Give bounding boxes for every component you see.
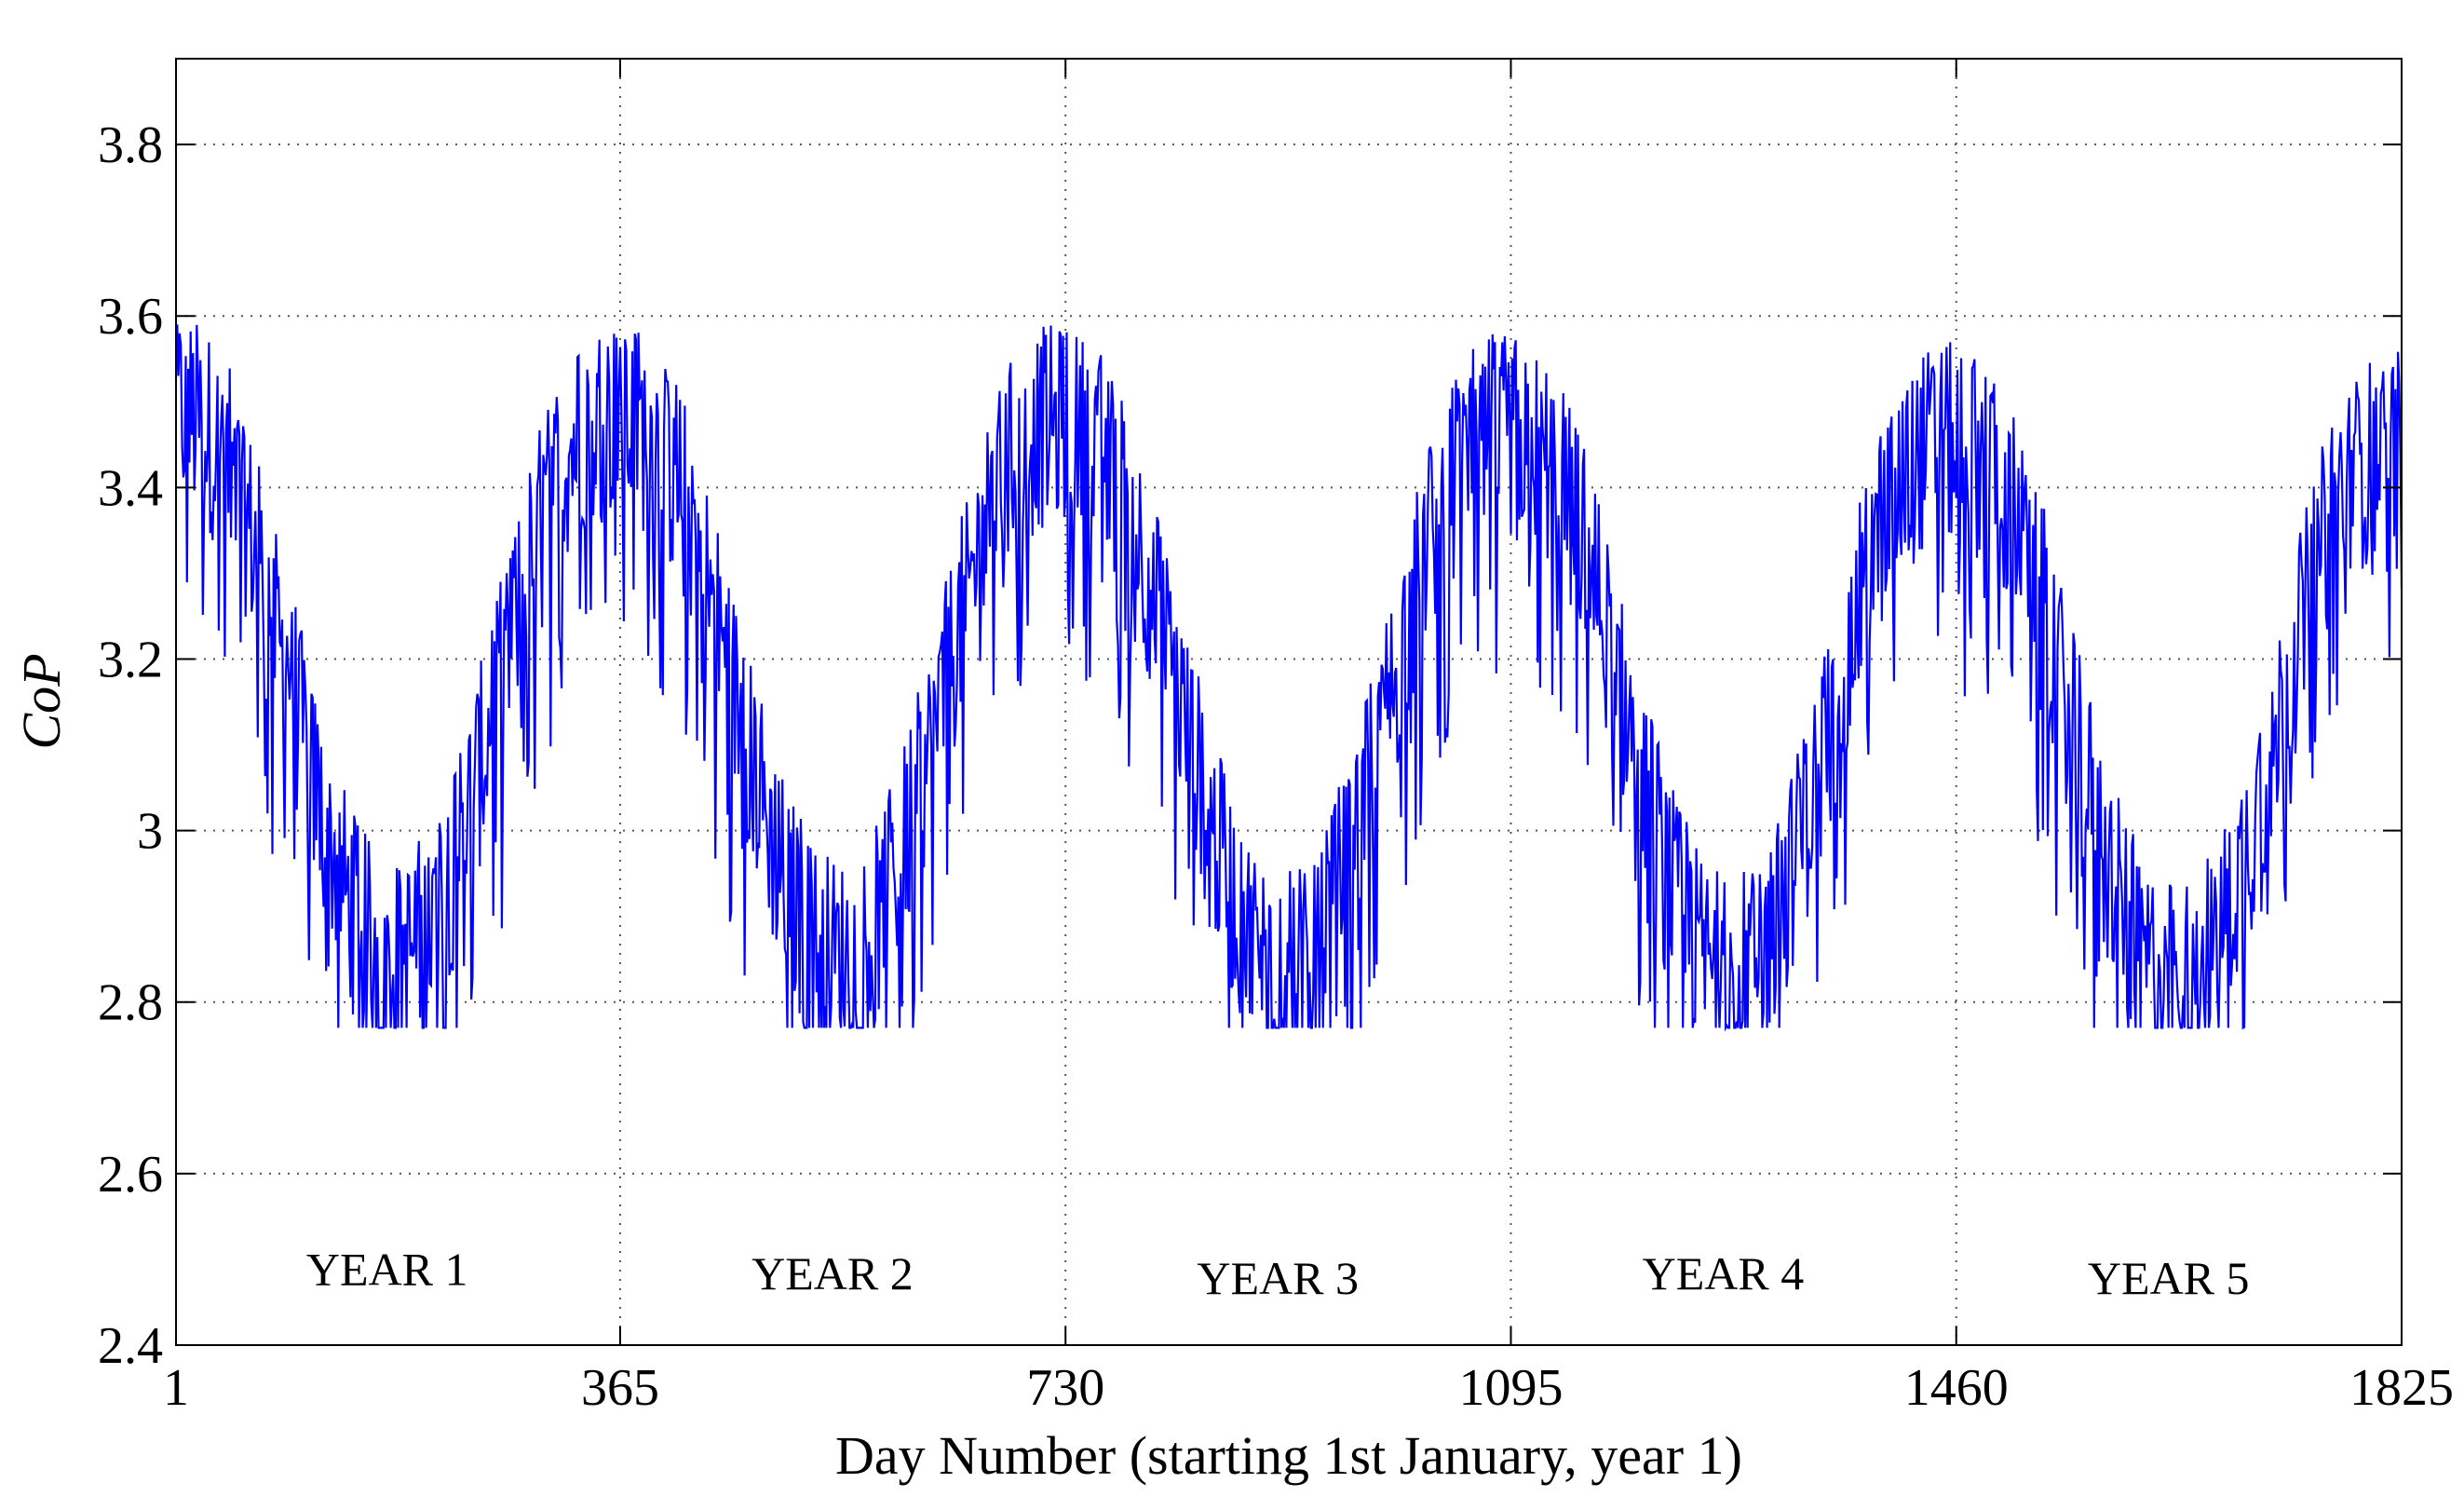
y-tick-label: 3.6 xyxy=(98,288,163,346)
year-label: YEAR 3 xyxy=(1197,1252,1359,1304)
y-tick-label: 3 xyxy=(137,803,163,861)
x-tick-label: 365 xyxy=(581,1359,659,1417)
y-tick-label: 3.4 xyxy=(98,459,163,517)
y-axis-title: CoP xyxy=(11,653,72,749)
y-tick-label: 2.4 xyxy=(98,1317,163,1375)
x-tick-label: 730 xyxy=(1026,1359,1104,1417)
series-group xyxy=(174,324,2403,1032)
x-tick-label: 1825 xyxy=(2349,1359,2454,1417)
y-tick-label: 2.6 xyxy=(98,1146,163,1204)
x-tick-label: 1095 xyxy=(1458,1359,1563,1417)
y-tick-label: 3.2 xyxy=(98,631,163,688)
year-label: YEAR 5 xyxy=(2088,1252,2250,1304)
year-label: YEAR 1 xyxy=(306,1244,468,1296)
x-axis-title: Day Number (starting 1st January, year 1… xyxy=(835,1425,1742,1486)
year-label: YEAR 2 xyxy=(751,1247,914,1299)
plot-frame xyxy=(175,58,2403,1346)
y-tick-label: 2.8 xyxy=(98,974,163,1032)
year-annotations: YEAR 1 YEAR 2 YEAR 3 YEAR 4 YEAR 5 xyxy=(306,1244,2250,1304)
x-tick-label: 1 xyxy=(163,1359,189,1417)
series-line xyxy=(174,324,2403,1032)
x-tick-label: 1460 xyxy=(1904,1359,2009,1417)
axis-labels: 1 365 730 1095 1460 1825 2.4 2.6 2.8 3 3.2 3.4 3.6 3.… xyxy=(98,116,2454,1417)
year-label: YEAR 4 xyxy=(1643,1247,1805,1299)
y-tick-label: 3.8 xyxy=(98,116,163,174)
